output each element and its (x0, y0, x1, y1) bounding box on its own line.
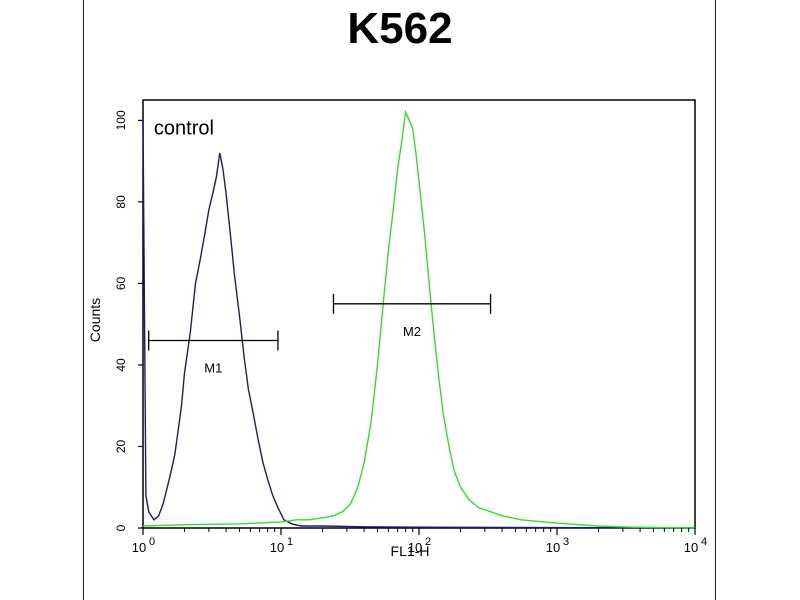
x-tick-exponent: 4 (701, 536, 707, 548)
series-layer (142, 109, 696, 529)
gate-marker-label: M1 (204, 360, 222, 375)
y-tick-label: 100 (114, 110, 128, 130)
y-tick-label: 80 (114, 195, 128, 209)
frame-right-border (715, 0, 716, 600)
y-tick-label: 60 (114, 276, 128, 290)
x-tick-label: 10 (408, 540, 422, 555)
chart-title: K562 (347, 4, 453, 53)
x-tick-exponent: 0 (149, 536, 155, 548)
x-tick-label: 10 (270, 540, 284, 555)
histogram-series-line-2 (142, 109, 696, 529)
y-tick-label: 20 (114, 439, 128, 453)
plot-area-border (142, 99, 696, 529)
marker-layer: M1 M2 control (148, 118, 492, 375)
x-tick-exponent: 2 (425, 536, 431, 548)
annotation-label: control (154, 118, 214, 140)
x-axis-label: FL1-H (391, 543, 430, 559)
y-tick-label: 0 (114, 524, 128, 531)
x-tick-exponent: 1 (287, 536, 293, 548)
frame-left-border (83, 0, 84, 600)
x-tick-exponent: 3 (563, 536, 569, 548)
x-tick-label: 10 (546, 540, 560, 555)
y-tick-label: 40 (114, 358, 128, 372)
x-tick-label: 10 (684, 540, 698, 555)
x-tick-label: 10 (132, 540, 146, 555)
gate-marker-label: M2 (403, 324, 421, 339)
y-axis-label: Counts (87, 298, 103, 342)
